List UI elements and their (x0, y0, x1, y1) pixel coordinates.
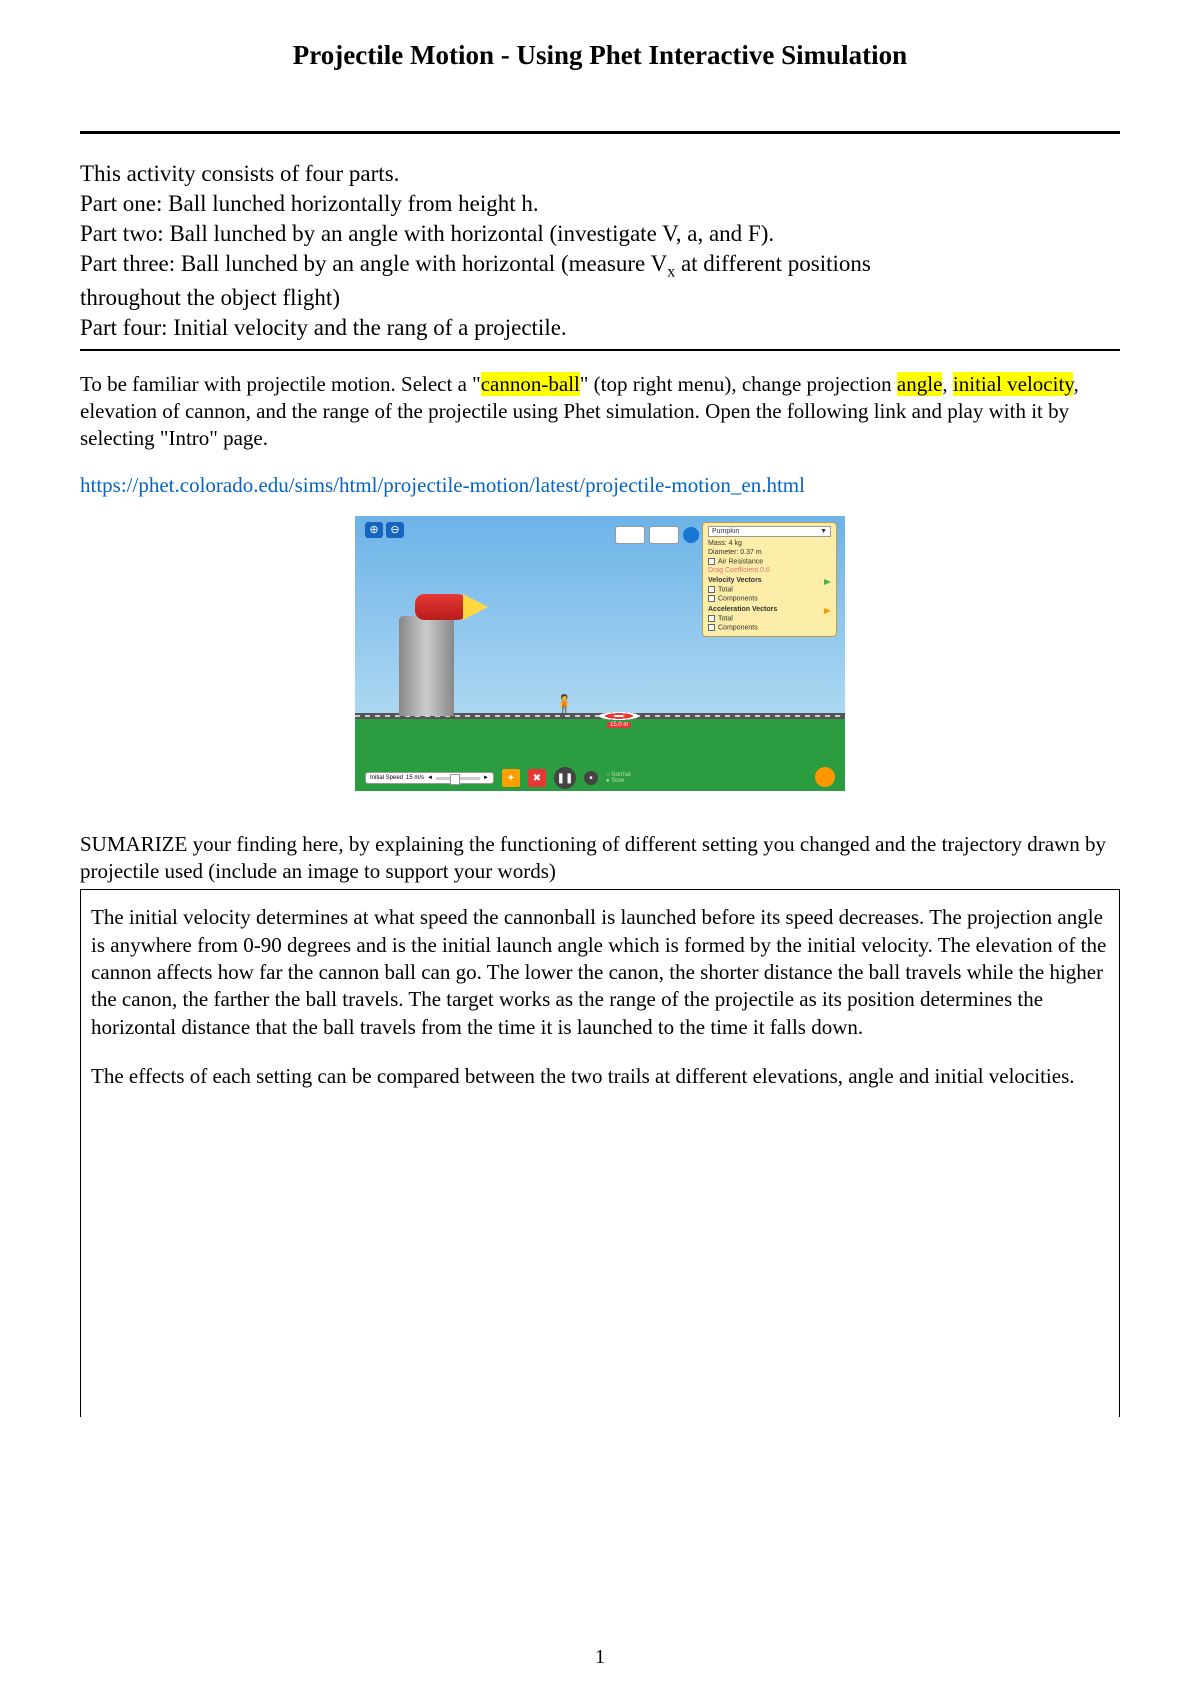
page-number: 1 (0, 1646, 1200, 1669)
accel-header: Acceleration Vectors (708, 606, 831, 613)
accel-comp-checkbox[interactable] (708, 624, 715, 631)
page-title: Projectile Motion - Using Phet Interacti… (80, 40, 1120, 71)
speed-arrow-left-icon[interactable]: ◄ (427, 775, 433, 781)
fire-button[interactable]: ✦ (502, 769, 520, 787)
radio-slow-label: Slow (611, 778, 624, 784)
highlight-angle: angle (897, 372, 942, 396)
cannon-base[interactable] (399, 616, 454, 716)
tracer-icon[interactable] (683, 527, 699, 543)
velocity-arrow-icon (824, 579, 831, 585)
accel-comp-row[interactable]: Components (708, 624, 831, 631)
velocity-header-label: Velocity Vectors (708, 577, 762, 584)
highlight-cannon-ball: cannon-ball (481, 372, 580, 396)
speed-arrow-right-icon[interactable]: ► (483, 775, 489, 781)
zoom-controls: ⊕ ⊖ (365, 522, 404, 538)
projectile-select-label: Pumpkin (712, 528, 739, 535)
target-distance-label: 15.0 m (607, 722, 631, 728)
air-resistance-row[interactable]: Air Resistance (708, 558, 831, 565)
summarize-prompt: SUMARIZE your finding here, by explainin… (80, 831, 1120, 886)
velocity-total-row[interactable]: Total (708, 586, 831, 593)
accel-header-label: Acceleration Vectors (708, 606, 777, 613)
mass-row: Mass: 4 kg (708, 540, 831, 547)
initial-speed-control[interactable]: Initial Speed 15 m/s ◄ ► (365, 772, 494, 784)
intro-block: This activity consists of four parts. Pa… (80, 159, 1120, 343)
zoom-out-button[interactable]: ⊖ (386, 522, 404, 538)
accel-total-row[interactable]: Total (708, 615, 831, 622)
accel-total-label: Total (718, 615, 733, 622)
measuring-tools (615, 526, 699, 544)
accel-comp-label: Components (718, 624, 758, 631)
step-button[interactable]: • (584, 771, 598, 785)
intro-line-2: Part one: Ball lunched horizontally from… (80, 189, 1120, 219)
drag-row: Drag Coefficient 0.6 (708, 567, 831, 574)
diameter-row: Diameter: 0.37 m (708, 549, 831, 556)
intro-line-5: throughout the object flight) (80, 283, 1120, 313)
phet-link[interactable]: https://phet.colorado.edu/sims/html/proj… (80, 473, 1120, 498)
simulation-wrapper: ⊕ ⊖ Pumpkin ▼ Mass: 4 kg Diameter: 0.37 … (80, 516, 1120, 791)
person-figure: 🧍 (553, 694, 575, 715)
bottom-controls: Initial Speed 15 m/s ◄ ► ✦ ✖ ❚❚ • ○ Norm… (355, 766, 845, 791)
familiar-paragraph: To be familiar with projectile motion. S… (80, 371, 1120, 453)
zoom-in-button[interactable]: ⊕ (365, 522, 383, 538)
accel-total-checkbox[interactable] (708, 615, 715, 622)
velocity-comp-row[interactable]: Components (708, 595, 831, 602)
speed-value: 15 m/s (406, 775, 424, 781)
familiar-text-3: , (942, 372, 953, 396)
divider-mid (80, 349, 1120, 351)
intro-line-3: Part two: Ball lunched by an angle with … (80, 219, 1120, 249)
air-resistance-checkbox[interactable] (708, 558, 715, 565)
velocity-header: Velocity Vectors (708, 577, 831, 584)
cannon-flame (463, 594, 488, 620)
velocity-comp-checkbox[interactable] (708, 595, 715, 602)
radio-normal-label: Normal (611, 772, 630, 778)
highlight-initial-velocity: initial velocity (953, 372, 1074, 396)
intro-line-1: This activity consists of four parts. (80, 159, 1120, 189)
target-marker[interactable] (599, 712, 639, 720)
settings-panel: Pumpkin ▼ Mass: 4 kg Diameter: 0.37 m Ai… (702, 522, 837, 638)
speed-slider[interactable] (436, 777, 480, 780)
simulation-screenshot: ⊕ ⊖ Pumpkin ▼ Mass: 4 kg Diameter: 0.37 … (355, 516, 845, 791)
intro-line-4: Part three: Ball lunched by an angle wit… (80, 249, 1120, 283)
velocity-total-label: Total (718, 586, 733, 593)
familiar-text-2: " (top right menu), change projection (580, 372, 897, 396)
answer-box: The initial velocity determines at what … (80, 889, 1120, 1417)
intro-line-4a: Part three: Ball lunched by an angle wit… (80, 251, 667, 276)
accel-arrow-icon (824, 608, 831, 614)
intro-subscript-x: x (667, 263, 675, 280)
answer-paragraph-2: The effects of each setting can be compa… (91, 1063, 1109, 1090)
ruler-icon[interactable] (615, 526, 645, 544)
velocity-comp-label: Components (718, 596, 758, 603)
velocity-total-checkbox[interactable] (708, 586, 715, 593)
speed-radio-group[interactable]: ○ Normal ● Slow (606, 772, 631, 785)
divider-top (80, 131, 1120, 134)
intro-line-4b: at different positions (675, 251, 871, 276)
erase-button[interactable]: ✖ (528, 769, 546, 787)
cannon-barrel[interactable] (415, 594, 470, 620)
air-resistance-label: Air Resistance (718, 558, 763, 565)
dropdown-arrow-icon: ▼ (820, 528, 827, 535)
answer-paragraph-1: The initial velocity determines at what … (91, 904, 1109, 1040)
projectile-select[interactable]: Pumpkin ▼ (708, 526, 831, 537)
tape-measure-icon[interactable] (649, 526, 679, 544)
familiar-text-1: To be familiar with projectile motion. S… (80, 372, 481, 396)
intro-line-6: Part four: Initial velocity and the rang… (80, 313, 1120, 343)
sim-ground (355, 714, 845, 766)
reset-button[interactable] (815, 767, 835, 787)
speed-label: Initial Speed (370, 775, 403, 781)
play-pause-button[interactable]: ❚❚ (554, 767, 576, 789)
